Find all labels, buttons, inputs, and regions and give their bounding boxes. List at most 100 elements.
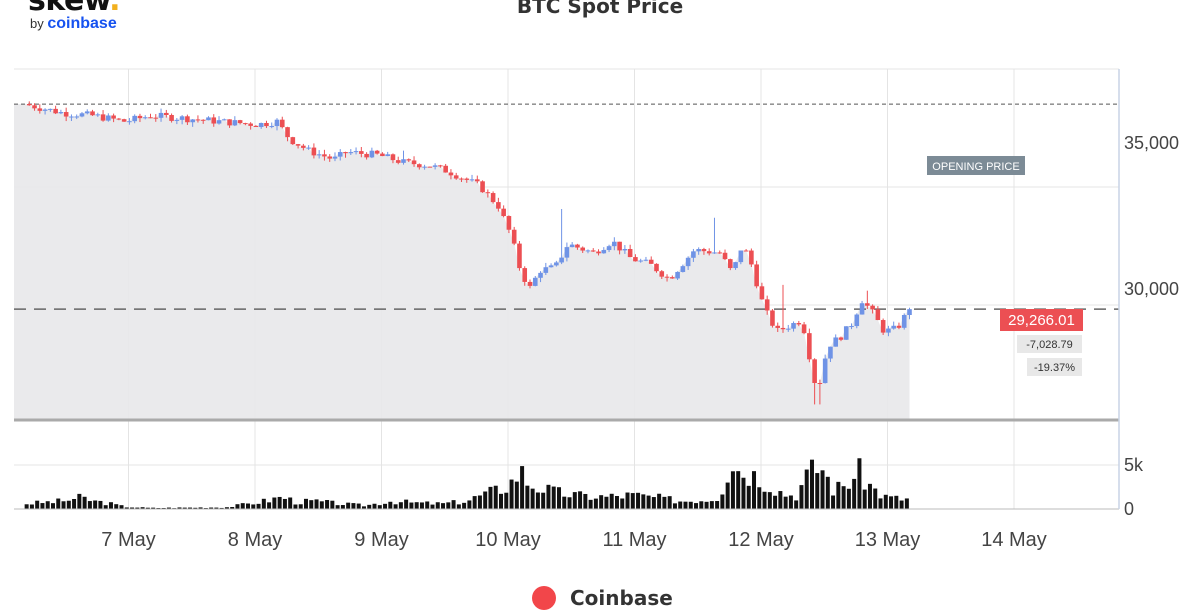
volume-bar [430,504,435,509]
candle-body [106,115,111,121]
x-tick-label: 11 May [602,529,666,551]
candle-body [232,120,238,126]
candle-body [612,241,617,247]
volume-bar [504,492,509,509]
logo-wordmark: skew. [28,0,121,18]
candle-body [432,165,438,167]
volume-bar [609,493,614,509]
volume-bar [672,503,677,509]
volume-bar [314,499,319,509]
volume-bar [620,498,625,509]
change-absolute-label: -7,028.79 [1026,339,1072,351]
volume-bar [820,470,825,509]
volume-bar [441,503,446,509]
volume-bar [330,500,335,509]
volume-bar [340,505,345,509]
volume-bar [383,503,388,509]
volume-axis-labels: 0 5k [1124,455,1144,519]
candle-body [854,314,860,327]
candle-body [169,115,174,121]
candle-body [427,166,433,168]
volume-bar [862,489,867,509]
candle-body [422,166,427,168]
volume-bar [451,500,456,509]
volume-bar [309,500,314,509]
candle-body [401,159,406,163]
candle-body [817,382,823,384]
candle-body [843,326,849,340]
volume-bar [514,481,519,509]
volume-bar [82,496,87,509]
volume-bar [282,498,287,509]
volume-bar [346,502,351,509]
candle-body [443,165,448,173]
candle-body [675,271,680,279]
volume-bar [646,495,651,509]
candle-body [32,105,37,109]
volume-bar [130,507,135,509]
candle-body [153,117,159,119]
volume-bar [762,491,767,509]
candle-body [749,250,754,265]
volume-bar [694,503,699,509]
legend-item-coinbase[interactable]: Coinbase [532,586,673,610]
candle-body [886,328,891,333]
volume-bar [889,496,894,509]
volume-bar [794,500,799,509]
x-axis-labels: 7 May 8 May 9 May 10 May 11 May 12 May 13 May 1… [101,529,1047,551]
volume-bar [214,507,219,509]
volume-bar [788,495,793,509]
volume-bar [166,507,171,509]
volume-bar [393,504,398,509]
change-percent-label: -19.37% [1034,362,1075,374]
volume-bar [472,496,477,509]
volume-tick-label: 5k [1124,455,1144,475]
volume-bar [899,500,904,509]
volume-bar [272,497,277,509]
candle-body [601,250,607,254]
volume-bar [493,485,498,509]
volume-bar [746,485,751,509]
candle-body [253,125,259,128]
candle-body [696,249,701,252]
candle-body [48,108,53,110]
volume-bar [319,501,324,509]
candle-body [865,303,870,306]
candle-body [638,260,643,262]
candle-body [348,152,354,154]
volume-bar [736,471,741,509]
candle-body [290,137,296,145]
candle-body [84,111,90,114]
volume-bar [730,471,735,509]
candle-body [833,337,839,347]
candle-body [880,320,886,333]
volume-bar [119,505,124,509]
candle-body [274,119,280,127]
candle-body [706,251,712,254]
candle-body [617,241,622,251]
volume-bar [45,501,50,509]
skew-logo[interactable]: skew. by coinbase [28,0,121,32]
candle-body [596,251,601,254]
volume-bar [108,502,113,509]
candle-body [258,122,264,128]
candle-body [158,112,164,118]
x-tick-label: 14 May [981,529,1047,551]
candle-body [680,266,686,272]
volume-bar [525,485,530,509]
volume-bar [535,492,540,509]
candle-body [132,115,137,122]
candle-body [643,259,649,261]
candle-body [517,243,522,269]
candle-body [633,257,638,262]
candle-body [585,250,591,252]
change-absolute-tag: -7,028.79 [1017,335,1082,353]
volume-bar [298,504,303,509]
candle-body [738,250,744,263]
candle-body [337,152,343,157]
candle-body [311,147,317,156]
volume-bar [267,502,272,509]
volume-bar [356,503,361,509]
candle-body [754,264,759,287]
volume-bar [240,503,245,509]
